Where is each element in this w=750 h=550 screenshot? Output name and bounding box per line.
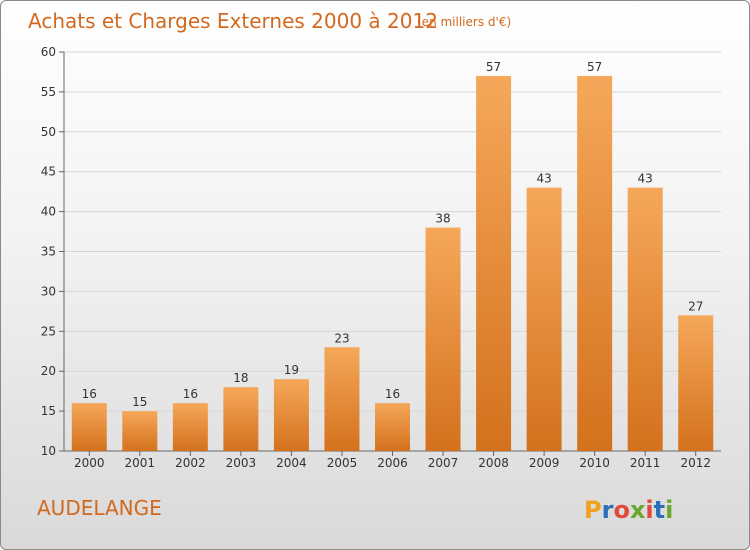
x-tick-label-2005: 2005 [327,456,358,470]
y-tick-label: 50 [41,125,56,139]
bar-2012 [678,315,714,451]
data-label-2012: 27 [688,299,703,313]
location-label: AUDELANGE [37,496,162,520]
y-tick-labels: 10 15 20 25 30 35 40 45 50 55 60 [41,45,56,458]
bar-2004 [273,379,309,451]
chart-title: Achats et Charges Externes 2000 à 2012 [28,9,438,33]
x-tick-label-2011: 2011 [630,456,661,470]
bar-2007 [425,227,461,451]
bar-2009 [526,187,562,451]
bar-2006 [375,403,410,451]
data-label-2009: 43 [536,172,551,186]
data-label-2004: 19 [284,363,299,377]
x-tick-label-2003: 2003 [226,456,257,470]
bar-2010 [577,75,613,451]
data-label-2000: 16 [82,387,97,401]
x-tick-label-2006: 2006 [377,456,408,470]
x-tick-label-2012: 2012 [680,456,711,470]
brand-letter: P [584,496,602,524]
chart-subtitle: (en milliers d'€) [417,15,511,29]
data-labels: 16 15 16 18 19 23 16 38 57 43 57 43 27 [82,60,704,409]
data-label-2003: 18 [233,371,248,385]
y-tick-label: 45 [41,165,56,179]
x-tick-label-2002: 2002 [175,456,206,470]
bar-2002 [172,403,208,451]
bar-2003 [223,387,259,451]
x-tick-label-2010: 2010 [579,456,610,470]
y-tick-label: 60 [41,45,56,59]
data-label-2007: 38 [435,212,450,226]
y-tick-label: 55 [41,85,56,99]
y-tick-label: 25 [41,324,56,338]
bar-2011 [627,187,663,451]
x-tick-label-2008: 2008 [478,456,509,470]
y-tick-label: 40 [41,205,56,219]
brand-letter: t [654,496,665,524]
x-tick-labels: 2000 2001 2002 2003 2004 2005 2006 2007 2008 2009… [74,451,711,470]
data-label-2010: 57 [587,60,602,74]
data-label-2011: 43 [638,172,653,186]
x-tick-label-2001: 2001 [125,456,156,470]
data-label-2006: 16 [385,387,400,401]
data-label-2002: 16 [183,387,198,401]
bar-2001 [122,411,158,451]
x-tick-label-2007: 2007 [428,456,459,470]
brand-logo: Proxiti [584,496,673,524]
brand-letter: i [665,496,673,524]
brand-letter: x [630,496,646,524]
brand-letter: i [645,496,653,524]
bar-2005 [324,347,360,451]
y-tick-label: 35 [41,245,56,259]
brand-letter: r [602,496,614,524]
y-tick-label: 15 [41,404,56,418]
bars [71,75,714,451]
y-tick-label: 10 [41,444,56,458]
y-tick-label: 30 [41,284,56,298]
data-label-2005: 23 [334,331,349,345]
x-tick-label-2000: 2000 [74,456,105,470]
x-tick-label-2009: 2009 [529,456,560,470]
x-tick-label-2004: 2004 [276,456,307,470]
bar-2000 [71,403,107,451]
bar-2008 [476,75,512,451]
y-tick-label: 20 [41,364,56,378]
data-label-2008: 57 [486,60,501,74]
brand-letter: o [613,496,630,524]
data-label-2001: 15 [132,395,147,409]
